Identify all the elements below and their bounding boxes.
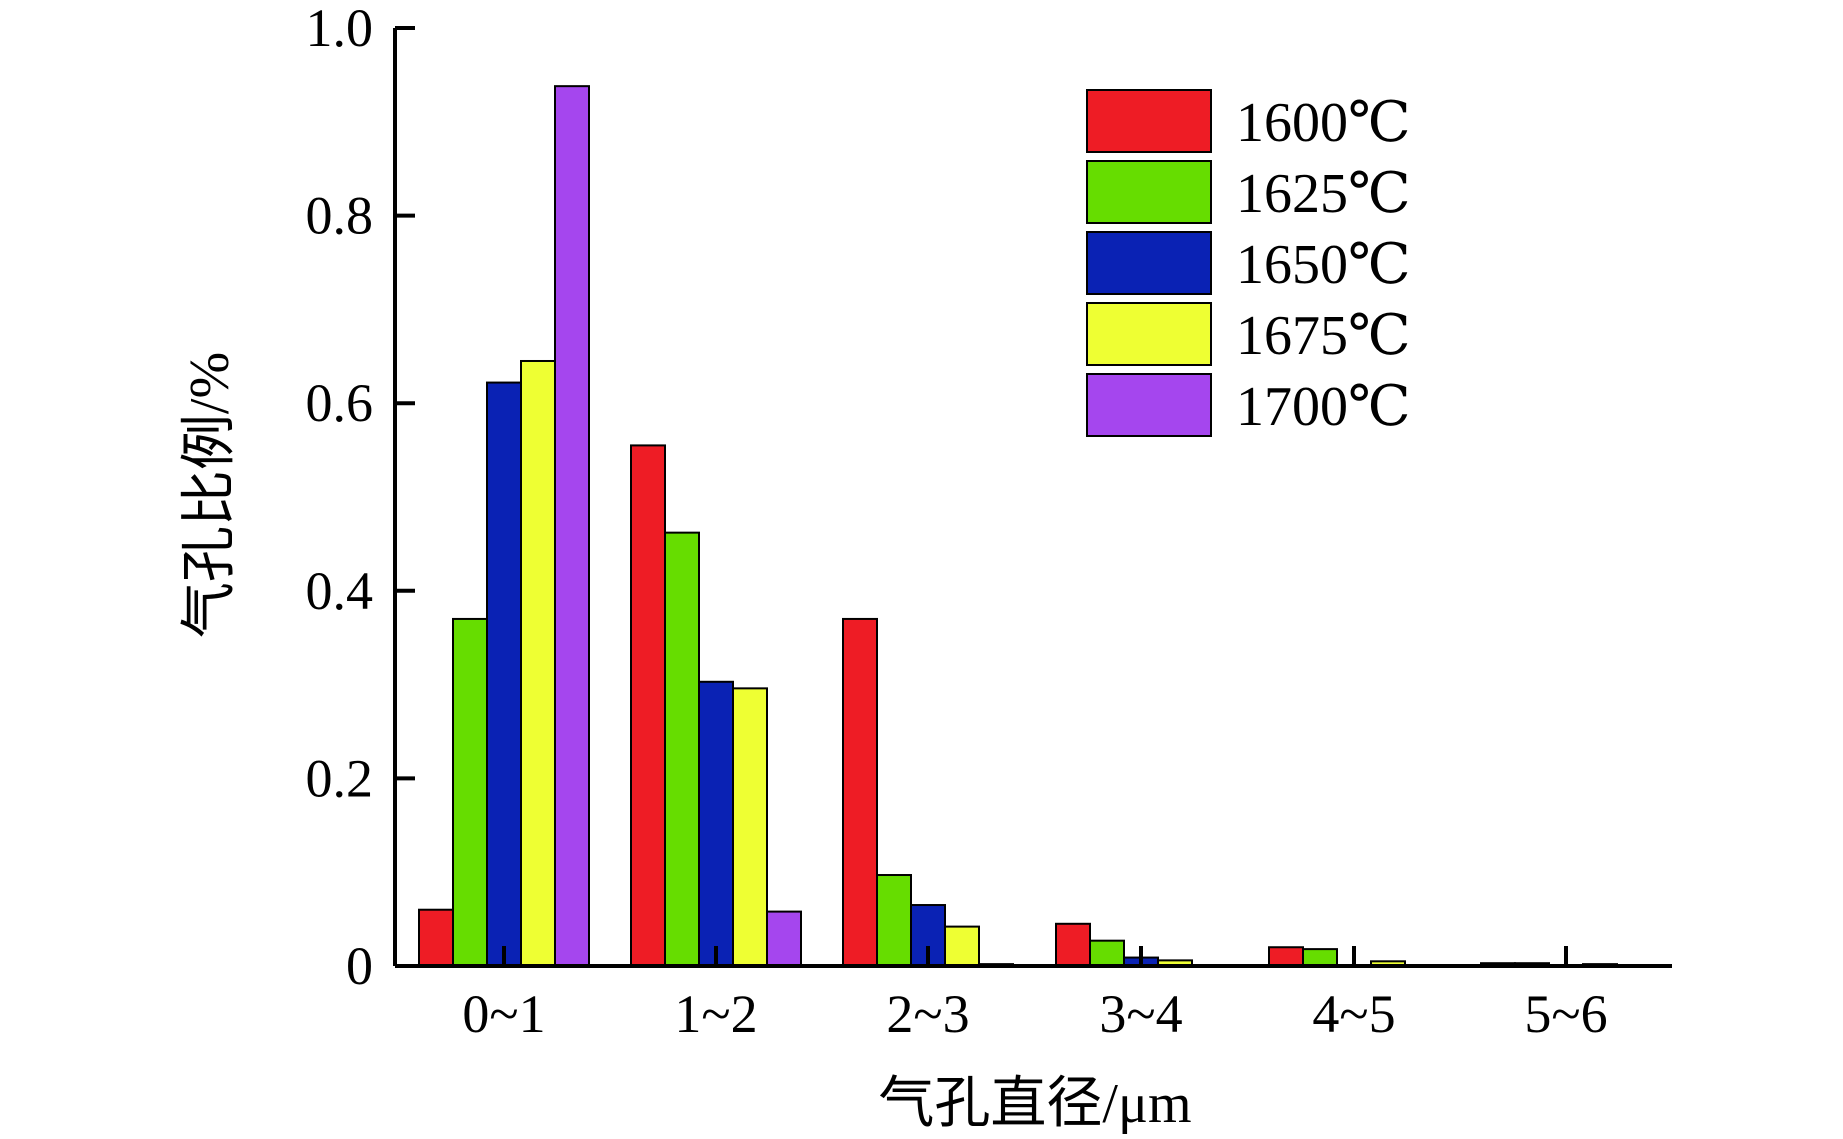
legend-swatch bbox=[1086, 373, 1212, 437]
legend-label: 1700℃ bbox=[1236, 376, 1411, 438]
bar-1600℃-1~2 bbox=[630, 444, 666, 968]
legend-swatch bbox=[1086, 302, 1212, 366]
bar-1650℃-0~1 bbox=[486, 381, 522, 967]
bar-1625℃-1~2 bbox=[664, 531, 700, 967]
bar-1625℃-3~4 bbox=[1089, 939, 1125, 968]
x-tick-label: 5~6 bbox=[1524, 984, 1607, 1044]
legend-label: 1675℃ bbox=[1236, 305, 1411, 367]
y-tick-label: 0.8 bbox=[306, 186, 374, 246]
bar-1600℃-2~3 bbox=[842, 617, 878, 967]
bar-1675℃-0~1 bbox=[520, 359, 556, 967]
x-ticks-group: 0~1 1~2 2~3 3~4 4~5 5~6 bbox=[462, 946, 1608, 1044]
y-tick-label: 1.0 bbox=[306, 0, 374, 58]
y-tick-label: 0.6 bbox=[306, 373, 374, 433]
x-axis-label: 气孔直径/μm bbox=[878, 1073, 1191, 1135]
bar-1700℃-0~1 bbox=[554, 85, 590, 967]
bar-1650℃-1~2 bbox=[698, 680, 734, 967]
bar-1600℃-4~5 bbox=[1268, 946, 1304, 967]
legend: 1600℃ 1625℃ 1650℃ 1675℃ 1700℃ bbox=[1086, 89, 1411, 438]
y-axis-label: 气孔比例/% bbox=[179, 352, 241, 638]
bar-1675℃-1~2 bbox=[732, 687, 768, 967]
x-tick-label: 0~1 bbox=[462, 984, 545, 1044]
bar-1600℃-0~1 bbox=[418, 908, 454, 967]
x-tick-label: 3~4 bbox=[1099, 984, 1182, 1044]
bar-1625℃-4~5 bbox=[1302, 948, 1338, 968]
bar-1625℃-2~3 bbox=[876, 874, 912, 967]
x-tick-label: 4~5 bbox=[1312, 984, 1395, 1044]
legend-label: 1650℃ bbox=[1236, 234, 1411, 296]
axes-group bbox=[393, 28, 1672, 968]
y-tick-label: 0 bbox=[346, 936, 373, 996]
x-tick-label: 2~3 bbox=[886, 984, 969, 1044]
legend-swatch bbox=[1086, 160, 1212, 224]
legend-swatch bbox=[1086, 231, 1212, 295]
bar-1700℃-1~2 bbox=[766, 910, 802, 968]
bar-1675℃-2~3 bbox=[944, 925, 980, 968]
legend-label: 1625℃ bbox=[1236, 163, 1411, 225]
x-tick-label: 1~2 bbox=[674, 984, 757, 1044]
bars-group bbox=[418, 85, 1652, 968]
bar-1600℃-3~4 bbox=[1055, 922, 1091, 967]
legend-swatch bbox=[1086, 89, 1212, 153]
y-tick-label: 0.2 bbox=[306, 748, 374, 808]
bar-1625℃-0~1 bbox=[452, 617, 488, 967]
legend-label: 1600℃ bbox=[1236, 92, 1411, 154]
y-ticks-group: 0 0.2 0.4 0.6 0.8 1.0 bbox=[306, 0, 415, 996]
y-tick-label: 0.4 bbox=[306, 561, 374, 621]
